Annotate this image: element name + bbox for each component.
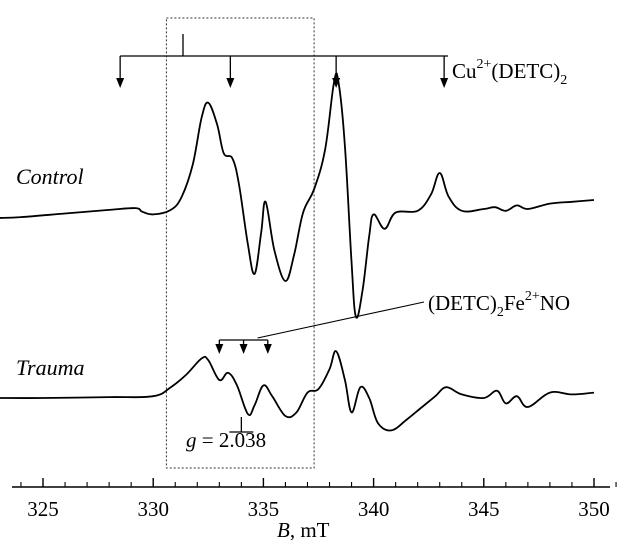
- series-label-trauma: Trauma: [16, 355, 84, 380]
- fe-arrow-head-2: [263, 344, 272, 354]
- cu-label-base: Cu: [452, 59, 477, 83]
- x-tick-label-350: 350: [578, 497, 610, 521]
- fe-arrow-head-1: [239, 344, 248, 354]
- x-axis-var: B: [277, 518, 290, 540]
- fe-detc-no-label: (DETC)2Fe2+NO: [428, 289, 570, 320]
- fe-label-sub: 2: [497, 305, 504, 320]
- x-axis-unit: , mT: [290, 518, 330, 540]
- fe-label-pre: (DETC): [428, 291, 497, 315]
- cu-arrow-head-2: [332, 78, 341, 88]
- cu-arrow-head-3: [440, 78, 449, 88]
- x-tick-label-325: 325: [27, 497, 59, 521]
- g-factor-label: g = 2.038: [186, 428, 266, 452]
- spectra-traces: [0, 72, 595, 432]
- fe-label-sup: 2+: [525, 289, 540, 304]
- cu-detc-label: Cu2+(DETC)2: [452, 57, 567, 88]
- x-tick-label-345: 345: [468, 497, 500, 521]
- fe-leader-line: [257, 301, 425, 339]
- dotted-box-rect: [165, 17, 315, 469]
- g-value: = 2.038: [197, 428, 267, 452]
- cu-label-mid: (DETC): [491, 59, 560, 83]
- x-tick-label-330: 330: [137, 497, 169, 521]
- g-symbol: g: [186, 428, 197, 452]
- dotted-region-box: [165, 17, 315, 469]
- fe-label-mid: Fe: [504, 291, 525, 315]
- annotations: [116, 34, 449, 433]
- x-axis: 325 330 335 340 345 350: [12, 478, 617, 521]
- cu-label-sup: 2+: [477, 57, 492, 72]
- x-tick-label-335: 335: [248, 497, 280, 521]
- series-label-control: Control: [16, 164, 84, 189]
- cu-arrow-head-0: [116, 78, 125, 88]
- x-tick-label-340: 340: [358, 497, 390, 521]
- series-line-control: [0, 72, 595, 319]
- cu-arrow-head-1: [226, 78, 235, 88]
- fe-arrow-head-0: [215, 344, 224, 354]
- fe-label-post: NO: [540, 291, 570, 315]
- series-line-trauma: [0, 350, 595, 432]
- x-axis-title: B, mT: [277, 518, 330, 540]
- cu-label-sub: 2: [560, 73, 567, 88]
